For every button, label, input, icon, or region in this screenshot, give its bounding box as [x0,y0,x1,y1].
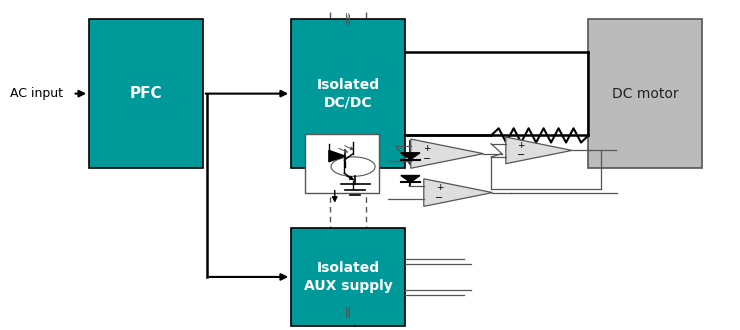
Bar [89,19,203,168]
Bar [291,19,405,168]
Text: −: − [435,192,443,203]
Polygon shape [401,153,420,159]
Text: +: + [423,144,431,153]
Text: DC motor: DC motor [612,86,679,101]
Text: AC input: AC input [10,87,63,100]
Bar [588,19,702,168]
Text: Isolated
DC/DC: Isolated DC/DC [317,78,380,109]
Circle shape [331,157,375,176]
Text: −: − [517,150,525,160]
Polygon shape [424,179,492,206]
Text: −: − [423,154,431,164]
Polygon shape [329,150,345,162]
Polygon shape [506,137,572,164]
Text: ||: || [345,13,352,23]
Text: Isolated
AUX supply: Isolated AUX supply [303,261,392,293]
Bar [291,228,405,326]
Bar [306,134,379,193]
Polygon shape [401,176,420,182]
Text: ||: || [345,307,352,317]
Text: +: + [517,141,525,150]
Text: PFC: PFC [130,86,162,101]
Text: ||: || [344,307,352,317]
Text: ||: || [344,14,352,25]
Polygon shape [411,139,483,168]
Text: +: + [436,183,443,192]
